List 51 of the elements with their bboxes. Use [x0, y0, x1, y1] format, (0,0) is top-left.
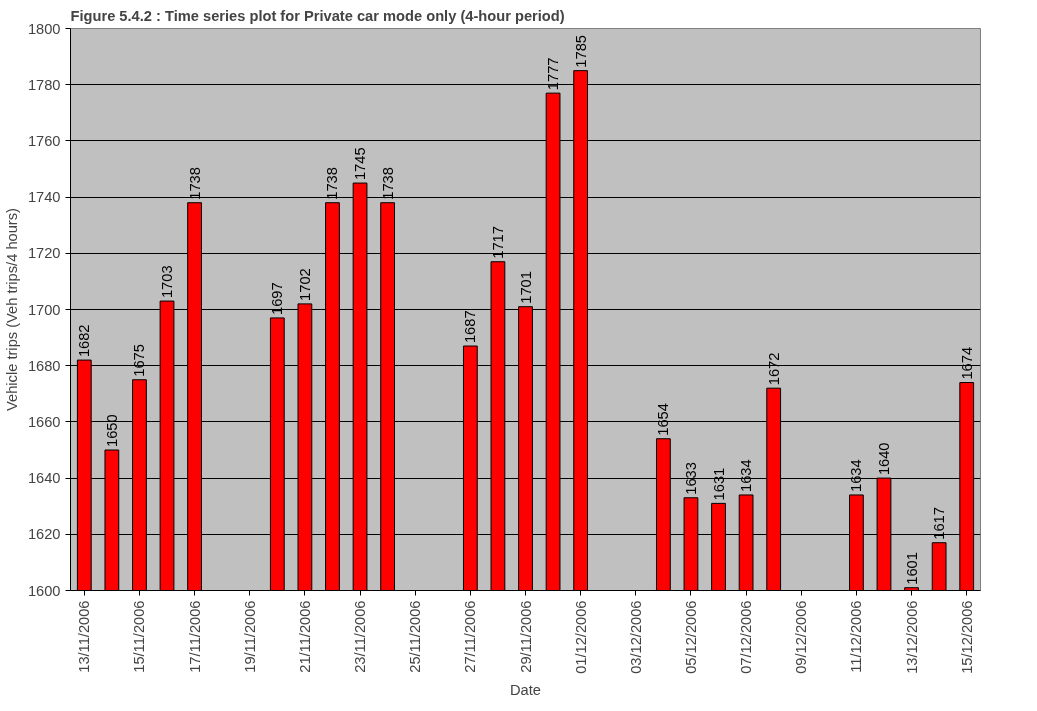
- data-label: 1634: [848, 459, 865, 492]
- data-label: 1697: [269, 282, 286, 315]
- data-label: 1634: [738, 459, 755, 492]
- y-tick-label: 1680: [27, 357, 61, 374]
- data-label: 1701: [517, 271, 534, 304]
- data-label: 1617: [931, 507, 948, 540]
- data-label: 1738: [186, 167, 203, 200]
- data-label: 1682: [76, 324, 93, 358]
- x-tick-label: 15/11/2006: [131, 600, 148, 673]
- data-label: 1738: [379, 167, 396, 200]
- y-tick-label: 1620: [27, 526, 61, 543]
- y-tick-label: 1760: [27, 132, 61, 149]
- x-tick-label: 25/11/2006: [407, 600, 424, 673]
- chart-title: Figure 5.4.2 : Time series plot for Private car mode only (4-hour period): [70, 7, 565, 24]
- data-label: 1738: [324, 167, 341, 200]
- x-axis-title: Date: [510, 681, 541, 698]
- y-axis-title: Vehicle trips (Veh trips/4 hours): [3, 208, 20, 411]
- y-tick-label: 1720: [27, 245, 61, 262]
- data-label: 1717: [489, 226, 506, 259]
- x-tick-label: 01/12/2006: [572, 600, 589, 674]
- y-tick-label: 1700: [27, 301, 61, 318]
- data-label: 1745: [352, 147, 369, 181]
- y-tick-label: 1740: [27, 189, 61, 206]
- x-tick-label: 05/12/2006: [682, 600, 699, 674]
- data-label: 1777: [545, 57, 562, 91]
- data-label: 1702: [296, 268, 313, 301]
- y-tick-label: 1640: [27, 470, 61, 487]
- y-tick-label: 1600: [27, 582, 61, 599]
- data-label: 1675: [131, 344, 148, 377]
- y-tick-label: 1780: [27, 76, 61, 93]
- y-tick-label: 1800: [27, 20, 61, 37]
- x-tick-label: 13/12/2006: [903, 600, 920, 674]
- x-tick-label: 11/12/2006: [848, 600, 865, 673]
- x-tick-label: 13/11/2006: [76, 600, 93, 673]
- data-label: 1601: [903, 552, 920, 585]
- x-tick-label: 17/11/2006: [186, 600, 203, 673]
- data-label: 1640: [875, 442, 892, 476]
- data-label: 1633: [682, 462, 699, 495]
- x-tick-label: 27/11/2006: [462, 600, 479, 673]
- x-tick-label: 15/12/2006: [958, 600, 975, 674]
- x-tick-label: 19/11/2006: [241, 600, 258, 673]
- x-tick-label: 21/11/2006: [296, 600, 313, 673]
- data-label: 1785: [572, 35, 589, 68]
- x-tick-label: 07/12/2006: [738, 600, 755, 674]
- data-label: 1703: [159, 265, 176, 299]
- x-tick-label: 03/12/2006: [627, 600, 644, 674]
- y-tick-label: 1660: [27, 413, 61, 430]
- x-tick-label: 29/11/2006: [517, 600, 534, 673]
- x-tick-label: 23/11/2006: [352, 600, 369, 673]
- x-tick-label: 09/12/2006: [793, 600, 810, 674]
- data-label: 1687: [462, 310, 479, 344]
